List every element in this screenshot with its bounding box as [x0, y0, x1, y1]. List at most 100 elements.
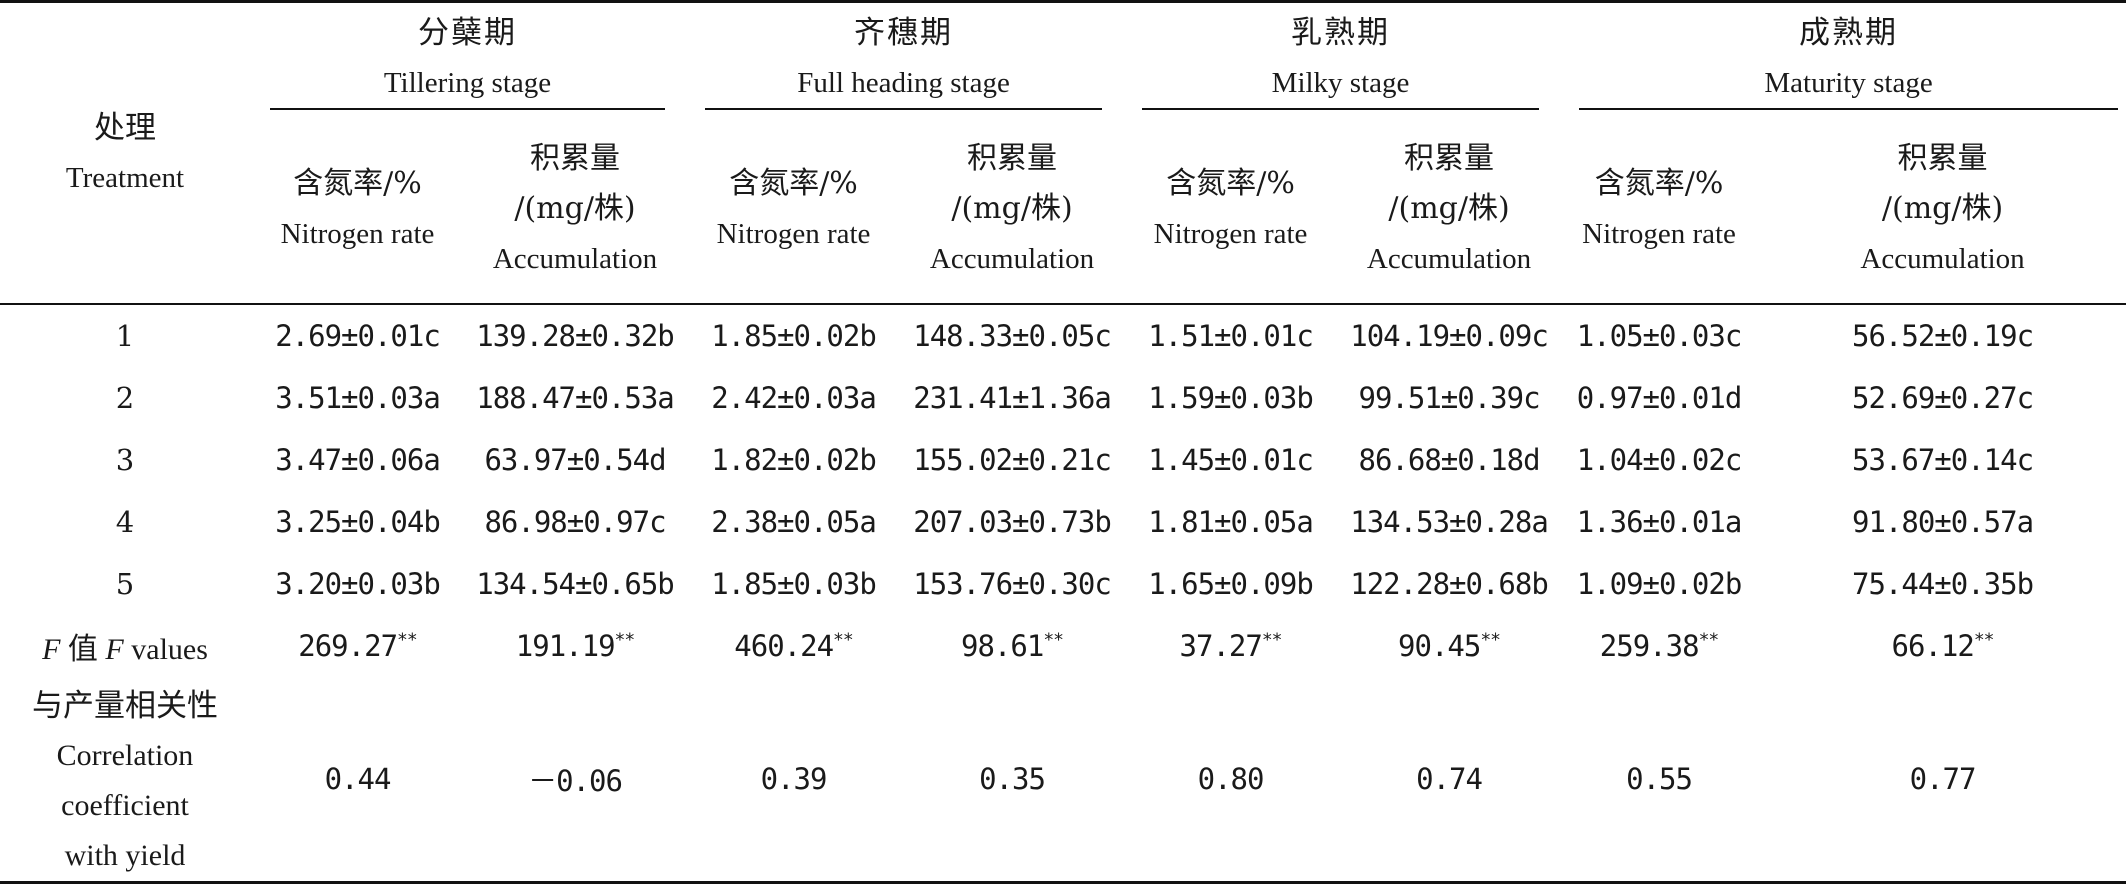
data-cell: 3.25±0.04b: [275, 505, 441, 539]
correlation-label-en-1: Correlation coefficient: [56, 739, 194, 822]
acc-en: Accumulation: [1366, 243, 1532, 275]
subheader-accumulation: 积累量 /(mg/株) Accumulation: [1759, 115, 2126, 304]
treatment-cell: 4: [115, 505, 135, 539]
f-values-row: F 值 F values 269.27** 191.19** 460.24** …: [0, 615, 2126, 677]
acc-cn: 积累量: [1404, 141, 1495, 176]
correlation-cell: 0.44: [324, 762, 392, 796]
data-cell: 122.28±0.68b: [1350, 567, 1549, 601]
acc-en: Accumulation: [929, 243, 1095, 275]
data-cell: 153.76±0.30c: [913, 567, 1112, 601]
data-cell: 3.47±0.06a: [275, 443, 441, 477]
data-cell: 148.33±0.05c: [913, 319, 1112, 353]
f-value-cell: 98.61**: [961, 629, 1064, 663]
data-cell: 104.19±0.09c: [1350, 319, 1549, 353]
subheader-nitrogen-rate: 含氮率/% Nitrogen rate: [1559, 115, 1759, 304]
treatment-cell: 3: [115, 443, 135, 477]
data-cell: 231.41±1.36a: [913, 381, 1112, 415]
stage-header-tillering: 分蘖期 Tillering stage: [250, 2, 685, 116]
f-value-cell: 66.12**: [1891, 629, 1995, 663]
f-value-cell: 269.27**: [298, 629, 417, 663]
data-cell: 1.65±0.09b: [1148, 567, 1314, 601]
correlation-label-en-2: with yield: [64, 839, 186, 872]
data-cell: 1.81±0.05a: [1148, 505, 1314, 539]
stage-en: Milky stage: [1271, 67, 1410, 99]
acc-cn: 积累量: [1897, 141, 1988, 176]
subheader-nitrogen-rate: 含氮率/% Nitrogen rate: [685, 115, 902, 304]
treatment-header-en: Treatment: [65, 162, 185, 194]
acc-en: Accumulation: [492, 243, 658, 275]
data-cell: 1.45±0.01c: [1148, 443, 1314, 477]
correlation-label: 与产量相关性 Correlation coefficient with yiel…: [0, 677, 250, 883]
f-value-cell: 259.38**: [1599, 629, 1719, 663]
rate-cn: 含氮率/%: [1166, 166, 1295, 201]
treatment-cell: 1: [115, 319, 135, 353]
data-cell: 134.53±0.28a: [1350, 505, 1549, 539]
data-cell: 2.69±0.01c: [275, 319, 441, 353]
acc-en: Accumulation: [1860, 243, 2025, 275]
acc-unit: /(mg/株): [951, 191, 1073, 226]
data-cell: 91.80±0.57a: [1852, 505, 2034, 539]
data-cell: 1.85±0.02b: [711, 319, 877, 353]
f-label-cn: 值: [60, 633, 106, 666]
stage-en: Full heading stage: [797, 67, 1010, 99]
f-value-cell: 90.45**: [1398, 629, 1501, 663]
data-cell: 2.42±0.03a: [711, 381, 877, 415]
data-cell: 188.47±0.53a: [476, 381, 675, 415]
stage-en: Tillering stage: [383, 67, 552, 99]
acc-unit: /(mg/株): [1388, 191, 1510, 226]
data-cell: 155.02±0.21c: [913, 443, 1112, 477]
f-value-cell: 191.19**: [515, 629, 635, 663]
rate-cn: 含氮率/%: [1594, 166, 1724, 201]
data-cell: 134.54±0.65b: [476, 567, 675, 601]
correlation-cell: 0.35: [979, 762, 1046, 796]
acc-cn: 积累量: [967, 141, 1058, 176]
correlation-label-cn: 与产量相关性: [32, 688, 218, 724]
rate-cn: 含氮率/%: [729, 166, 858, 201]
correlation-cell: 0.77: [1909, 762, 1977, 796]
f-value-cell: 37.27**: [1179, 629, 1283, 663]
data-cell: 1.51±0.01c: [1148, 319, 1314, 353]
f-italic: F: [105, 633, 124, 666]
stage-cn: 乳熟期: [1291, 15, 1391, 51]
f-value-cell: 460.24**: [734, 629, 853, 663]
stage-header-full-heading: 齐穗期 Full heading stage: [685, 2, 1122, 116]
data-cell: 86.98±0.97c: [484, 505, 666, 539]
stage-cn: 成熟期: [1799, 15, 1899, 51]
treatment-cell: 5: [115, 567, 135, 601]
correlation-row: 与产量相关性 Correlation coefficient with yiel…: [0, 677, 2126, 883]
data-cell: 3.51±0.03a: [275, 381, 441, 415]
stage-header-milky: 乳熟期 Milky stage: [1122, 2, 1559, 116]
data-cell: 52.69±0.27c: [1852, 381, 2034, 415]
data-cell: 1.82±0.02b: [711, 443, 877, 477]
correlation-cell: 0.80: [1197, 762, 1265, 796]
rate-en: Nitrogen rate: [1153, 218, 1308, 250]
correlation-cell: －0.06: [528, 764, 623, 798]
data-cell: 1.09±0.02b: [1576, 567, 1743, 601]
correlation-cell: 0.55: [1626, 762, 1693, 796]
table-row: 2 3.51±0.03a 188.47±0.53a 2.42±0.03a 231…: [0, 367, 2126, 429]
data-cell: 53.67±0.14c: [1852, 443, 2034, 477]
subheader-accumulation: 积累量 /(mg/株) Accumulation: [902, 115, 1122, 304]
subheader-nitrogen-rate: 含氮率/% Nitrogen rate: [250, 115, 465, 304]
data-cell: 1.36±0.01a: [1576, 505, 1743, 539]
table-row: 5 3.20±0.03b 134.54±0.65b 1.85±0.03b 153…: [0, 553, 2126, 615]
rate-cn: 含氮率/%: [293, 166, 422, 201]
table-row: 1 2.69±0.01c 139.28±0.32b 1.85±0.02b 148…: [0, 304, 2126, 367]
data-cell: 1.05±0.03c: [1576, 319, 1743, 353]
data-cell: 56.52±0.19c: [1852, 319, 2034, 353]
table-row: 4 3.25±0.04b 86.98±0.97c 2.38±0.05a 207.…: [0, 491, 2126, 553]
acc-cn: 积累量: [530, 141, 620, 176]
table-row: 3 3.47±0.06a 63.97±0.54d 1.82±0.02b 155.…: [0, 429, 2126, 491]
data-cell: 63.97±0.54d: [484, 443, 666, 477]
treatment-header-cn: 处理: [94, 110, 156, 146]
data-cell: 1.04±0.02c: [1576, 443, 1743, 477]
treatment-header: 处理 Treatment: [0, 1, 250, 305]
data-cell: 86.68±0.18d: [1358, 443, 1541, 477]
acc-unit: /(mg/株): [1881, 191, 2004, 226]
treatment-cell: 2: [115, 381, 135, 415]
f-italic: F: [42, 633, 61, 666]
subheader-nitrogen-rate: 含氮率/% Nitrogen rate: [1122, 115, 1339, 304]
stage-cn: 齐穗期: [854, 15, 954, 51]
